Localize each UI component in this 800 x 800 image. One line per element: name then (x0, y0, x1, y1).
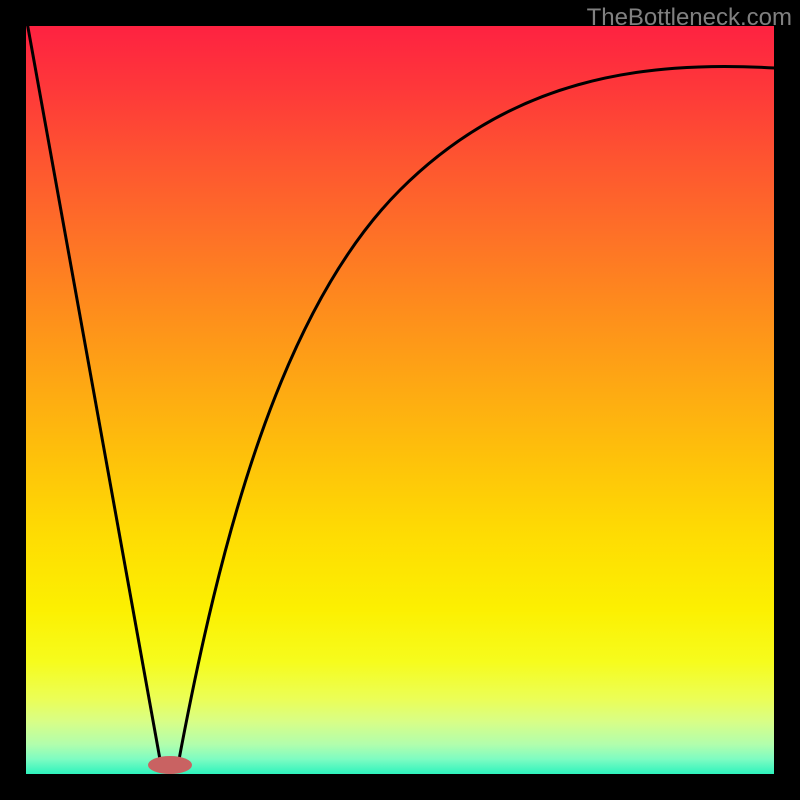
plot-background (26, 26, 774, 774)
plot-svg (0, 0, 800, 800)
watermark-text: TheBottleneck.com (587, 4, 792, 32)
bottleneck-marker (148, 756, 192, 774)
chart-container: TheBottleneck.com (0, 0, 800, 800)
watermark-label: TheBottleneck.com (587, 4, 792, 31)
